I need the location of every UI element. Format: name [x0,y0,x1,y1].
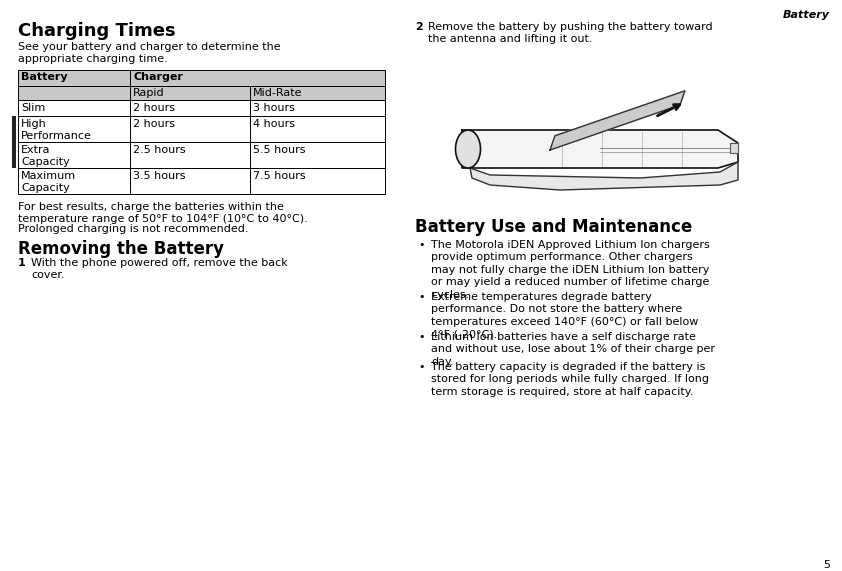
Bar [130,86,250,100]
Text: Extra
Capacity: Extra Capacity [21,145,70,167]
Bar [18,116,130,142]
Text: 5.5 hours: 5.5 hours [253,145,306,155]
Bar [18,100,130,116]
Bar [12,142,16,168]
Text: 2 hours: 2 hours [133,103,175,113]
Text: Mid-Rate: Mid-Rate [253,88,302,98]
Bar [18,86,130,100]
Text: Charging Times: Charging Times [18,22,176,40]
Bar [12,116,16,142]
Bar [18,142,130,168]
Text: The Motorola iDEN Approved Lithium Ion chargers
provide optimum performance. Oth: The Motorola iDEN Approved Lithium Ion c… [431,240,710,300]
Text: Lithium Ion batteries have a self discharge rate
and without use, lose about 1% : Lithium Ion batteries have a self discha… [431,332,715,367]
Bar [18,168,130,194]
Bar [250,142,385,168]
Bar [250,86,385,100]
Text: 7.5 hours: 7.5 hours [253,171,306,181]
Text: •: • [418,240,424,250]
Text: High
Performance: High Performance [21,119,92,142]
Text: Charger: Charger [133,72,183,82]
Text: Battery: Battery [783,10,830,20]
Bar [250,100,385,116]
Text: For best results, charge the batteries within the
temperature range of 50°F to 1: For best results, charge the batteries w… [18,202,307,224]
Text: Remove the battery by pushing the battery toward
the antenna and lifting it out.: Remove the battery by pushing the batter… [428,22,712,45]
Bar [130,142,250,168]
Text: 2: 2 [415,22,423,32]
Text: Removing the Battery: Removing the Battery [18,240,224,258]
Polygon shape [462,130,738,168]
Bar [18,70,130,86]
Ellipse shape [456,130,481,168]
Text: 3.5 hours: 3.5 hours [133,171,185,181]
Text: 2 hours: 2 hours [133,119,175,129]
Text: •: • [418,332,424,342]
Bar [130,116,250,142]
Text: 1: 1 [18,258,26,268]
Bar [130,70,385,86]
Text: With the phone powered off, remove the back
cover.: With the phone powered off, remove the b… [31,258,288,280]
Bar [730,143,738,153]
Text: Prolonged charging is not recommended.: Prolonged charging is not recommended. [18,224,248,234]
Text: 3 hours: 3 hours [253,103,295,113]
Text: 4 hours: 4 hours [253,119,295,129]
Text: Battery Use and Maintenance: Battery Use and Maintenance [415,218,692,236]
Text: Maximum
Capacity: Maximum Capacity [21,171,76,194]
Text: 2.5 hours: 2.5 hours [133,145,185,155]
Bar [130,168,250,194]
Bar [250,116,385,142]
Text: Battery: Battery [21,72,67,82]
Text: Slim: Slim [21,103,45,113]
Text: Extreme temperatures degrade battery
performance. Do not store the battery where: Extreme temperatures degrade battery per… [431,292,698,339]
Polygon shape [550,91,685,150]
Bar [130,100,250,116]
Text: •: • [418,362,424,372]
Text: See your battery and charger to determine the
appropriate charging time.: See your battery and charger to determin… [18,42,280,65]
Text: 5: 5 [823,560,830,570]
Text: The battery capacity is degraded if the battery is
stored for long periods while: The battery capacity is degraded if the … [431,362,709,397]
Text: Rapid: Rapid [133,88,165,98]
Polygon shape [470,162,738,190]
Text: •: • [418,292,424,302]
Bar [250,168,385,194]
